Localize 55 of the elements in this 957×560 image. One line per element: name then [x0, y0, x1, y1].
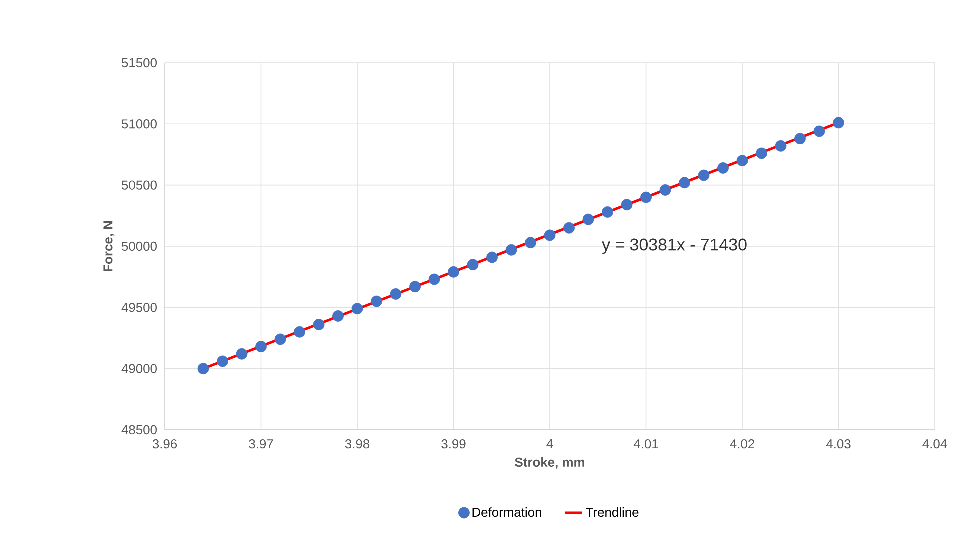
- point: [332, 310, 344, 322]
- point: [525, 237, 536, 249]
- point: [390, 288, 402, 300]
- x-tick-label: 3.98: [345, 440, 370, 449]
- point: [506, 244, 518, 256]
- point: [256, 341, 267, 352]
- point: [352, 303, 364, 315]
- y-tick-label: 49000: [122, 364, 157, 374]
- x-tick-label: 4: [546, 440, 554, 448]
- y-tick-label: 50000: [122, 242, 157, 252]
- point: [236, 348, 248, 360]
- x-tick-label: 4.01: [634, 440, 658, 449]
- x-tick-label: 4.02: [730, 440, 754, 449]
- point: [410, 281, 421, 293]
- y-tick-label: 51500: [122, 58, 157, 68]
- y-tick-label: 49500: [122, 303, 157, 312]
- point: [833, 117, 844, 129]
- point: [448, 266, 460, 278]
- x-tick-label: 3.97: [249, 440, 274, 449]
- point: [718, 162, 729, 174]
- x-tick-label: 3.96: [152, 440, 178, 449]
- point: [371, 296, 382, 308]
- x-tick-label: 4.03: [826, 440, 851, 449]
- point: [467, 259, 479, 271]
- point: [544, 230, 556, 242]
- point: [313, 319, 325, 330]
- point: [660, 184, 672, 196]
- point: [756, 148, 768, 160]
- legend-label: Trendline: [586, 508, 639, 518]
- y-tick-label: 48500: [122, 425, 157, 435]
- point: [794, 133, 806, 145]
- point: [428, 274, 440, 286]
- y-axis-title: Force, N: [104, 221, 115, 272]
- point: [698, 170, 710, 182]
- point: [294, 326, 306, 338]
- point: [602, 206, 614, 218]
- point: [486, 252, 498, 264]
- x-tick-label: 4.04: [922, 440, 948, 449]
- point: [217, 356, 228, 368]
- point: [736, 155, 748, 167]
- point: [274, 334, 286, 346]
- x-tick-label: 3.99: [442, 440, 466, 449]
- y-tick-label: 51000: [122, 120, 157, 129]
- legend-label: Deformation: [472, 508, 542, 518]
- point: [582, 214, 594, 226]
- annotation: y = 30381x - 71430: [602, 238, 747, 254]
- point: [814, 126, 826, 138]
- y-tick-label: 50500: [122, 180, 157, 190]
- x-axis-title: Stroke, mm: [515, 458, 584, 469]
- point: [198, 363, 210, 375]
- point: [640, 192, 652, 204]
- point: [775, 140, 787, 152]
- point: [621, 199, 633, 211]
- point: [564, 222, 575, 234]
- point: [679, 177, 690, 189]
